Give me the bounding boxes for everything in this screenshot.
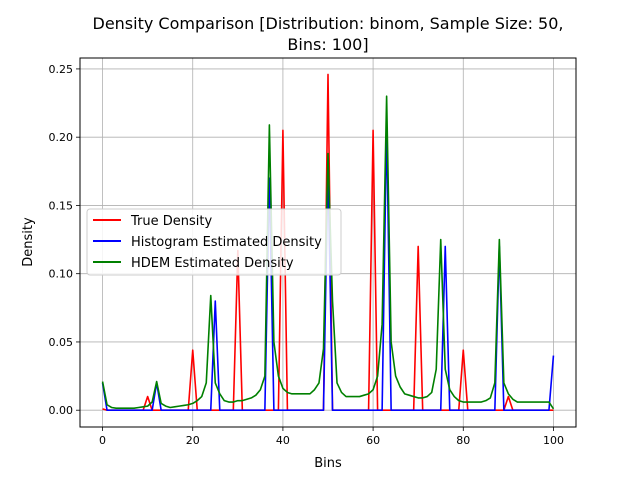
y-tick-label: 0.20 <box>49 131 74 144</box>
x-tick-label: 60 <box>366 434 380 447</box>
series-layer <box>101 73 555 412</box>
y-tick-label: 0.10 <box>49 268 74 281</box>
x-axis-label: Bins <box>314 456 342 471</box>
legend-label-histogram-estimated-density: Histogram Estimated Density <box>131 235 322 250</box>
x-tick-label: 80 <box>456 434 470 447</box>
legend-label-hdem-estimated-density: HDEM Estimated Density <box>131 256 294 271</box>
chart-title-line2: Bins: 100] <box>287 35 368 54</box>
legend: True Density Histogram Estimated Density… <box>86 208 342 276</box>
x-tick-label: 20 <box>186 434 200 447</box>
y-tick-label: 0.15 <box>49 199 74 212</box>
legend-label-true-density: True Density <box>130 214 212 229</box>
y-tick-label: 0.00 <box>49 404 74 417</box>
y-axis-label: Density <box>21 217 36 267</box>
legend-box <box>86 208 342 276</box>
y-axis-ticks: 0.00 0.05 0.10 0.15 0.20 0.25 <box>49 63 80 417</box>
x-tick-label: 40 <box>276 434 290 447</box>
x-axis-ticks: 0 20 40 60 80 100 <box>99 427 564 447</box>
hdem-estimated-density-line <box>101 95 555 410</box>
x-tick-label: 100 <box>543 434 564 447</box>
y-tick-label: 0.05 <box>49 336 74 349</box>
y-tick-label: 0.25 <box>49 63 74 76</box>
x-tick-label: 0 <box>99 434 106 447</box>
plot-frame <box>79 57 577 428</box>
chart-title-line1: Density Comparison [Distribution: binom,… <box>93 14 564 33</box>
